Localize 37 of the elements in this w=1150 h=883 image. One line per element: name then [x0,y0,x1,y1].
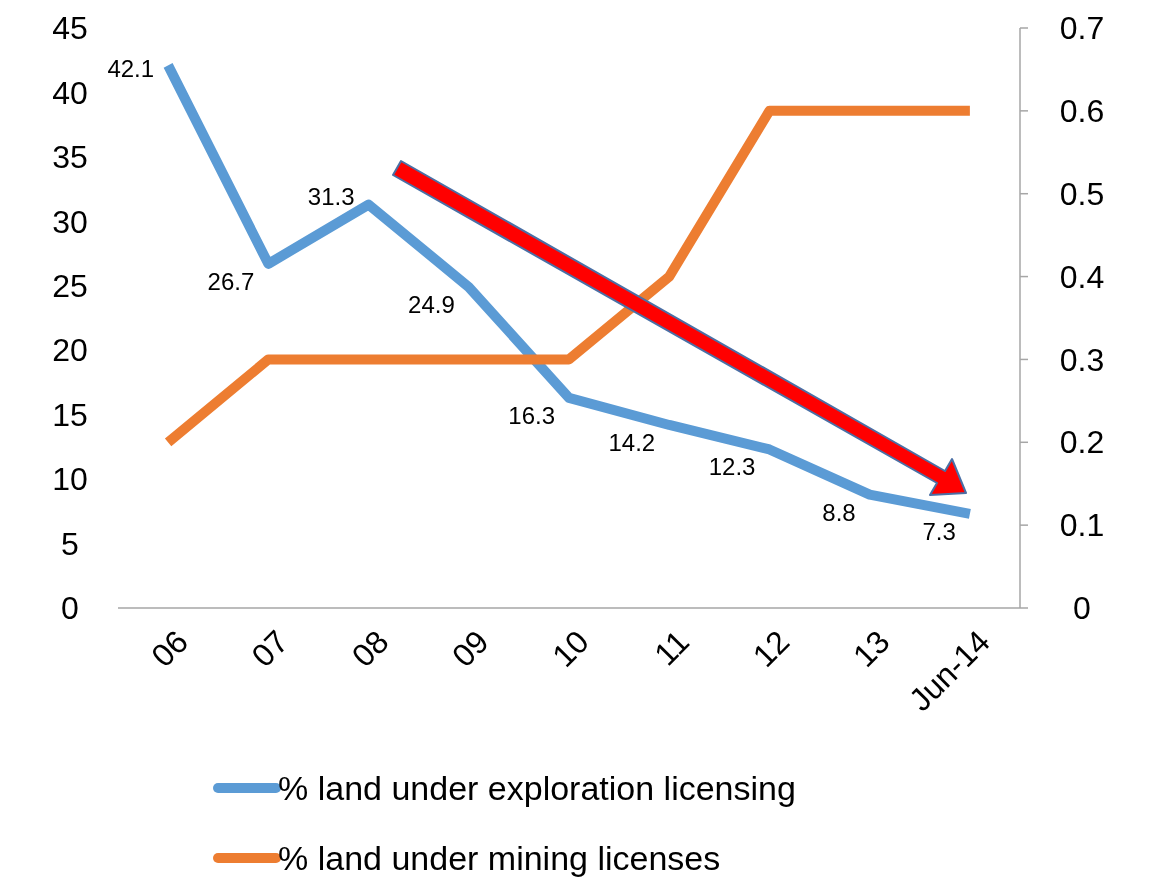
data-label: 31.3 [307,182,355,210]
x-tick-label: 11 [647,623,697,673]
y-tick-label: 20 [52,332,88,369]
y-tick-label: 30 [52,203,88,240]
data-label: 16.3 [508,401,555,429]
data-label: 8.8 [822,498,856,526]
y-tick-label: 45 [52,10,88,47]
x-tick-label: 13 [845,623,897,675]
x-tick-label: 10 [545,623,596,675]
y2-tick-label: 0 [1073,590,1091,627]
x-tick-label: 08 [344,623,396,675]
y-tick-label: 10 [52,461,88,498]
legend-label: % land under exploration licensing [278,768,796,807]
x-tick-label: 12 [745,623,797,675]
y-tick-label: 5 [61,525,79,562]
legend-label: % land under mining licenses [278,838,721,877]
y2-tick-label: 0.2 [1059,424,1105,461]
y-tick-label: 40 [52,74,88,111]
y2-tick-label: 0.6 [1059,93,1105,130]
y2-tick-label: 0.7 [1059,10,1105,47]
y-tick-label: 0 [61,590,79,627]
y-tick-label: 15 [52,396,88,433]
data-label: 24.9 [408,291,455,319]
data-label: 7.3 [922,517,956,545]
x-tick-label: 06 [144,623,195,675]
y2-tick-label: 0.5 [1059,175,1105,212]
y2-tick-label: 0.4 [1059,258,1105,295]
y2-tick-label: 0.1 [1059,507,1105,544]
x-tick-label: 07 [244,623,296,675]
y-tick-label: 35 [52,139,88,176]
y2-tick-label: 0.3 [1059,341,1105,378]
data-label: 12.3 [708,453,756,481]
x-tick-label: 09 [445,623,496,675]
data-label: 14.2 [608,428,656,456]
y-tick-label: 25 [52,267,88,304]
data-label: 26.7 [207,267,255,295]
data-label: 42.1 [107,55,155,83]
